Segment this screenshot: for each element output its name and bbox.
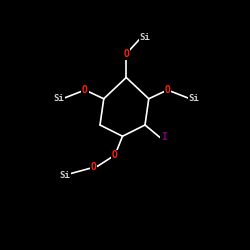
Text: I: I <box>161 132 167 142</box>
Text: O: O <box>91 162 97 172</box>
Text: O: O <box>164 85 170 95</box>
Text: Si: Si <box>188 94 199 103</box>
Text: O: O <box>112 150 117 160</box>
Text: Si: Si <box>54 94 64 103</box>
Text: O: O <box>82 85 88 95</box>
Text: Si: Si <box>140 33 150 42</box>
Text: Si: Si <box>59 170 70 179</box>
Text: O: O <box>123 49 129 59</box>
